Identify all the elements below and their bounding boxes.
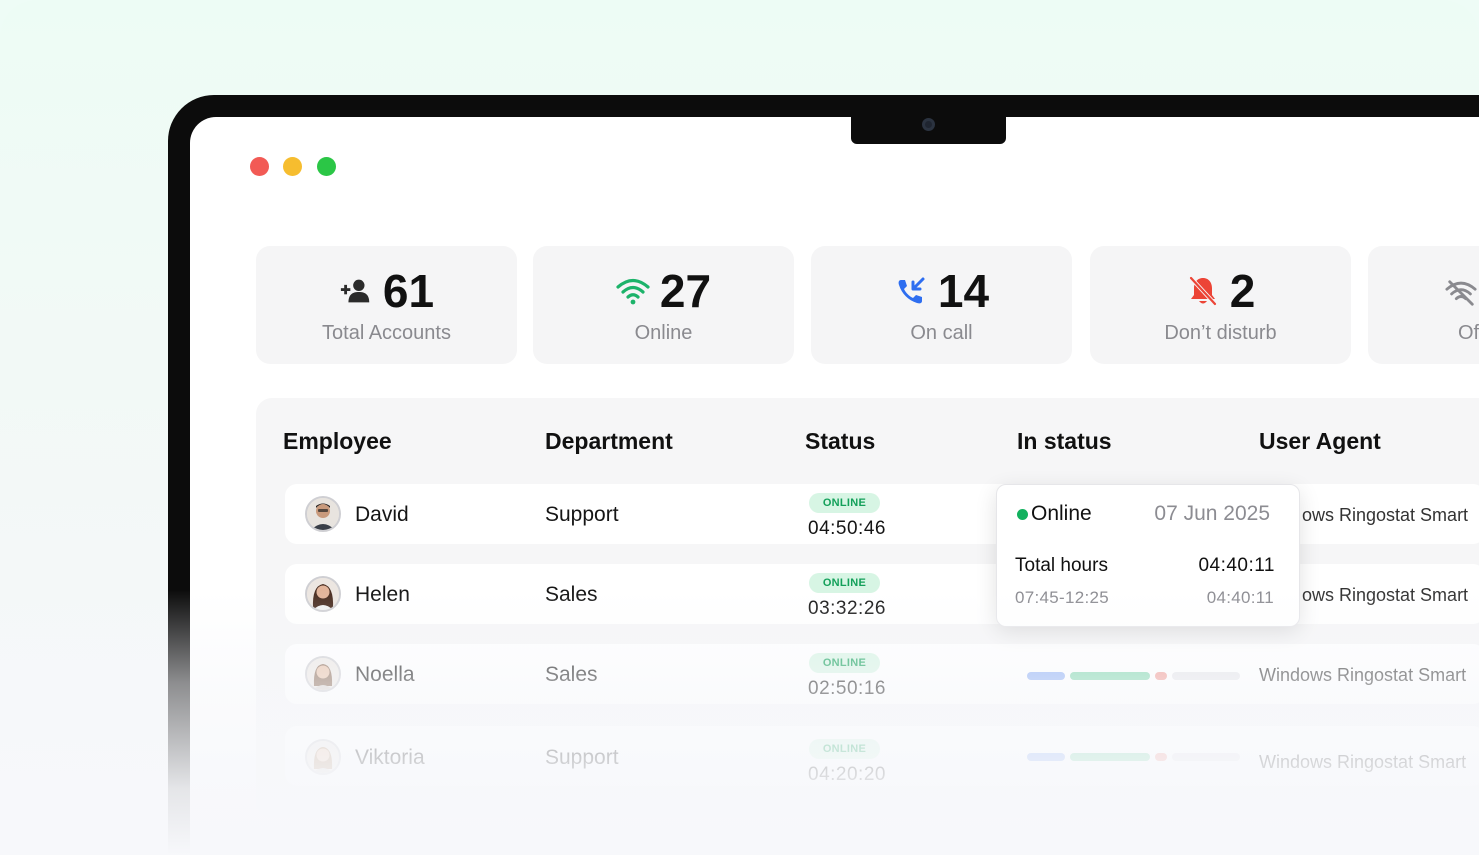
minimize-window-button[interactable] (283, 157, 302, 176)
status-timeline-segment[interactable] (1172, 672, 1240, 680)
add-user-icon (339, 276, 373, 306)
column-header-user-agent[interactable]: User Agent (1259, 428, 1381, 454)
employee-name: Helen (355, 583, 410, 606)
status-timer: 02:50:16 (808, 678, 886, 699)
status-timeline-segment[interactable] (1027, 753, 1065, 761)
stat-value: 2 (1229, 265, 1256, 317)
stat-label: Of (1458, 322, 1479, 344)
column-header-status[interactable]: Status (805, 428, 876, 454)
stat-card-on-call[interactable]: 14 On call (811, 246, 1072, 364)
avatar (305, 656, 341, 692)
status-timeline-segment[interactable] (1070, 672, 1150, 680)
online-dot-icon (1017, 509, 1028, 520)
status-timer: 03:32:26 (808, 598, 886, 619)
stat-value: 14 (937, 265, 990, 317)
maximize-window-button[interactable] (317, 157, 336, 176)
status-timer: 04:20:20 (808, 764, 886, 785)
status-timeline-segment[interactable] (1070, 753, 1150, 761)
stat-card-online[interactable]: 27 Online (533, 246, 794, 364)
tooltip-date: 07 Jun 2025 (1154, 502, 1270, 525)
employee-name: David (355, 503, 409, 526)
user-agent: ows Ringostat Smart (1302, 505, 1469, 525)
stat-card-total-accounts[interactable]: 61 Total Accounts (256, 246, 517, 364)
avatar (305, 496, 341, 532)
department: Support (545, 503, 619, 526)
tooltip-range-duration: 04:40:11 (1206, 588, 1274, 607)
stat-card-offline[interactable]: Of (1368, 246, 1479, 364)
avatar (305, 576, 341, 612)
status-timeline-segment[interactable] (1155, 672, 1167, 680)
close-window-button[interactable] (250, 157, 269, 176)
stat-value: 61 (382, 265, 435, 317)
status-badge: ONLINE (809, 573, 880, 593)
avatar (305, 739, 341, 775)
department: Support (545, 746, 619, 769)
status-timeline-segment[interactable] (1172, 753, 1240, 761)
column-header-employee[interactable]: Employee (283, 428, 392, 454)
status-badge: ONLINE (809, 493, 880, 513)
status-timer: 04:50:46 (808, 518, 886, 539)
wifi-off-icon (1444, 278, 1478, 308)
stat-label: Online (634, 322, 693, 344)
column-header-department[interactable]: Department (545, 428, 673, 454)
employee-name: Viktoria (355, 746, 425, 769)
user-agent: ows Ringostat Smart (1302, 585, 1469, 605)
employee-name: Noella (355, 663, 415, 686)
status-badge: ONLINE (809, 739, 880, 759)
tooltip-total-time: 04:40:11 (1198, 555, 1275, 576)
stat-label: On call (910, 322, 973, 344)
stat-label: Total Accounts (322, 322, 451, 344)
tooltip-time-range: 07:45-12:25 (1015, 588, 1110, 607)
user-agent: Windows Ringostat Smart (1259, 752, 1467, 772)
stat-label: Don’t disturb (1164, 322, 1277, 344)
status-timeline-segment[interactable] (1155, 753, 1167, 761)
user-agent: Windows Ringostat Smart (1259, 665, 1467, 685)
wifi-icon (616, 276, 650, 306)
status-timeline-segment[interactable] (1027, 672, 1065, 680)
tooltip-total-label: Total hours (1015, 555, 1108, 576)
department: Sales (545, 583, 598, 606)
status-tooltip: Online 07 Jun 2025 Total hours 04:40:11 … (996, 484, 1300, 627)
camera-icon (922, 118, 935, 131)
status-badge: ONLINE (809, 653, 880, 673)
stat-card-dont-disturb[interactable]: 2 Don’t disturb (1090, 246, 1351, 364)
column-header-in-status[interactable]: In status (1017, 428, 1112, 454)
department: Sales (545, 663, 598, 686)
stat-value: 27 (659, 265, 712, 317)
tooltip-status: Online (1031, 502, 1092, 525)
phone-incoming-icon (894, 276, 928, 306)
bell-off-icon (1186, 276, 1220, 306)
